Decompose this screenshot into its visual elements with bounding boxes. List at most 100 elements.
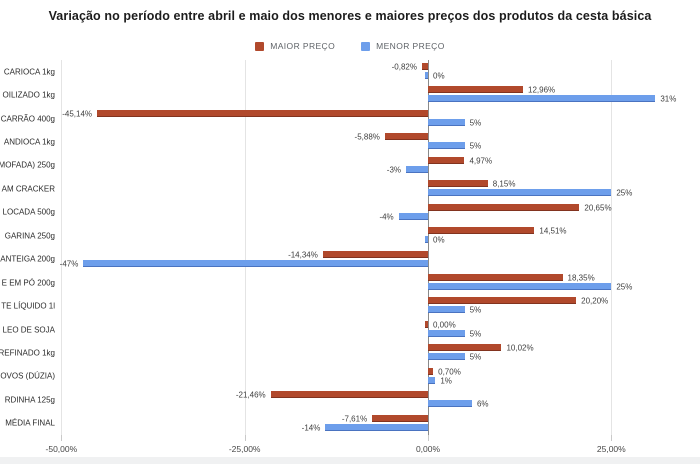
bar-maior-preco [428, 86, 524, 94]
axis-tick [428, 435, 429, 441]
value-label-menor-preco: 5% [469, 118, 482, 128]
bar-maior-preco [428, 367, 434, 375]
gridline [244, 60, 246, 438]
value-label-maior-preco: 10,02% [506, 343, 534, 353]
value-label-maior-preco: -5,88% [354, 132, 380, 142]
bar-maior-preco [322, 250, 428, 258]
legend-label-maior-preco: MAIOR PREÇO [270, 41, 336, 51]
value-label-menor-preco: 5% [469, 141, 482, 151]
value-label-maior-preco: -0,82% [391, 62, 417, 72]
value-label-maior-preco: 20,20% [581, 296, 609, 306]
axis-tick [244, 435, 246, 441]
legend-item-maior-preco: MAIOR PREÇO [255, 41, 335, 51]
axis-tick [611, 435, 613, 441]
bar-menor-preco [406, 165, 428, 173]
bar-menor-preco [428, 353, 465, 361]
bottom-margin [0, 457, 700, 464]
category-label: ANTEIGA 200g [0, 254, 55, 264]
category-label: GARINA 250g [4, 231, 55, 241]
value-label-menor-preco: 5% [469, 305, 482, 315]
value-label-menor-preco: 5% [469, 329, 482, 339]
legend-swatch-menor-preco [361, 41, 371, 51]
axis-tick [61, 435, 63, 441]
bar-maior-preco [270, 391, 428, 399]
bar-menor-preco [398, 212, 428, 220]
gridline [611, 60, 613, 438]
bar-menor-preco [428, 329, 465, 337]
bar-maior-preco [428, 156, 465, 164]
legend-label-menor-preco: MENOR PREÇO [376, 41, 445, 51]
bar-menor-preco [428, 95, 656, 103]
x-axis-tick-label: 0,00% [415, 444, 441, 454]
bar-maior-preco [428, 273, 563, 281]
category-label: LEO DE SOJA [2, 325, 55, 335]
value-label-menor-preco: -4% [379, 212, 394, 222]
category-label: OILIZADO 1kg [2, 90, 55, 100]
bar-menor-preco [428, 118, 465, 126]
bar-maior-preco [372, 414, 428, 422]
x-axis-tick-label: -25,00% [228, 444, 261, 454]
value-label-maior-preco: -14,34% [288, 250, 318, 259]
bar-maior-preco [428, 203, 580, 211]
bar-menor-preco [425, 236, 428, 244]
value-label-maior-preco: 18,35% [567, 273, 595, 283]
x-axis-tick-label: -50,00% [45, 444, 78, 454]
category-label: CARRÃO 400g [0, 114, 55, 124]
category-label: MÉDIA FINAL [5, 418, 55, 428]
value-label-maior-preco: -45,14% [62, 109, 92, 119]
category-label: REFINADO 1kg [0, 348, 55, 358]
bar-maior-preco [428, 344, 502, 352]
bar-maior-preco [384, 133, 428, 141]
value-label-maior-preco: 0,00% [433, 320, 456, 330]
bar-menor-preco [428, 400, 472, 408]
bar-maior-preco [428, 227, 535, 235]
value-label-maior-preco: 14,51% [539, 226, 567, 236]
category-label: MOFADA) 250g [0, 160, 55, 170]
value-label-maior-preco: 4,97% [469, 156, 493, 166]
zero-axis-line [428, 60, 429, 441]
legend-item-menor-preco: MENOR PREÇO [361, 41, 445, 51]
category-label: RDINHA 125g [4, 395, 55, 405]
value-label-menor-preco: 0% [433, 71, 445, 81]
legend: MAIOR PREÇO MENOR PREÇO [0, 40, 700, 52]
bar-menor-preco [428, 376, 436, 384]
gridline [61, 60, 63, 438]
value-label-menor-preco: 25% [616, 282, 633, 292]
bar-menor-preco [428, 306, 465, 314]
bar-maior-preco [96, 109, 428, 117]
value-label-maior-preco: 12,96% [528, 85, 556, 95]
value-label-menor-preco: 1% [440, 376, 452, 386]
bar-menor-preco [325, 423, 428, 431]
category-label: E EM PÓ 200g [1, 278, 55, 288]
value-label-maior-preco: 0,70% [438, 367, 461, 377]
category-label: ANDIOCA 1kg [3, 137, 55, 147]
bar-menor-preco [425, 72, 428, 79]
value-label-maior-preco: 8,15% [492, 179, 516, 189]
value-label-menor-preco: 25% [616, 188, 633, 198]
value-label-menor-preco: 0% [433, 235, 445, 245]
bar-maior-preco [428, 297, 577, 305]
bar-maior-preco [428, 180, 488, 188]
value-label-menor-preco: 5% [469, 352, 482, 362]
category-label: AM CRACKER [1, 184, 55, 194]
value-label-menor-preco: -3% [386, 165, 402, 175]
category-label: LOCADA 500g [2, 207, 55, 217]
bar-menor-preco [83, 259, 428, 267]
category-label: TE LÍQUIDO 1l [1, 301, 55, 311]
category-label: OVOS (DÚZIA) [0, 371, 55, 381]
bar-maior-preco [421, 63, 428, 70]
value-label-maior-preco: -21,46% [235, 390, 266, 400]
value-label-menor-preco: -47% [59, 259, 79, 268]
bar-menor-preco [428, 282, 612, 290]
category-label: CARIOCA 1kg [3, 67, 55, 77]
value-label-menor-preco: -14% [301, 423, 321, 433]
value-label-menor-preco: 31% [660, 94, 677, 104]
x-axis-tick-label: 25,00% [596, 444, 626, 454]
value-label-menor-preco: 6% [476, 399, 489, 409]
value-label-maior-preco: -7,61% [341, 414, 368, 424]
chart-title: Variação no período entre abril e maio d… [48, 9, 652, 23]
bar-menor-preco [428, 189, 612, 197]
value-label-maior-preco: 20,65% [584, 203, 612, 213]
